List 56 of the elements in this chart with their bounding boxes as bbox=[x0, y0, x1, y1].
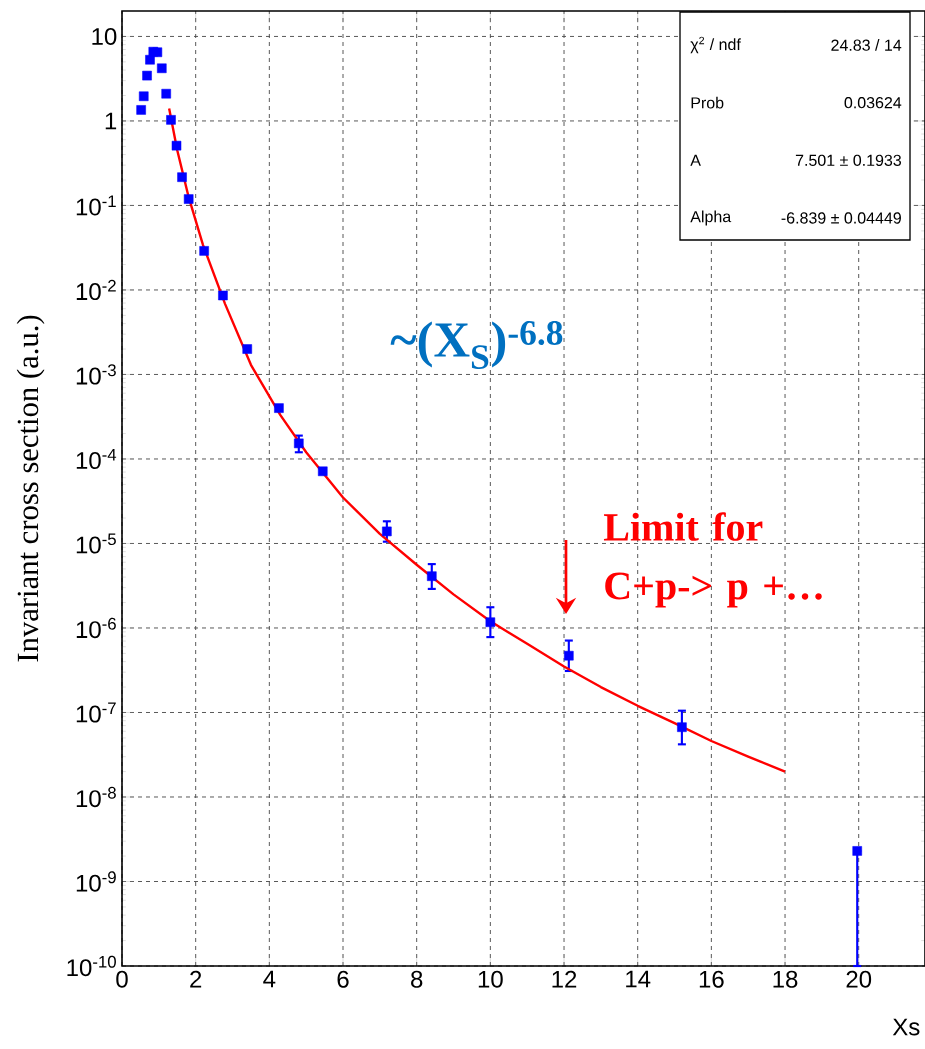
point bbox=[177, 172, 187, 182]
point bbox=[294, 438, 304, 449]
annotation: 7.501 ± 0.1933 bbox=[795, 154, 902, 166]
y-tick-label: 10$^{-3}$ bbox=[76, 364, 116, 385]
point bbox=[142, 70, 152, 81]
annotation: -6.839 ± 0.04449 bbox=[781, 212, 901, 224]
y-tick-label: 10$^{-5}$ bbox=[76, 533, 116, 554]
point bbox=[218, 290, 228, 301]
point bbox=[242, 344, 253, 354]
x-tick-label: 18 bbox=[773, 970, 798, 988]
point bbox=[564, 650, 574, 661]
point bbox=[152, 47, 163, 58]
point bbox=[136, 105, 146, 115]
annotation: Limit for C+p-> p +… bbox=[603, 512, 822, 608]
x-tick-label: 16 bbox=[699, 970, 724, 988]
point bbox=[677, 722, 687, 732]
x-tick-label: 10 bbox=[478, 970, 503, 988]
x-tick-label: 8 bbox=[411, 970, 423, 988]
x-axis-title: Xs bbox=[892, 1018, 920, 1036]
y-tick-label: 10$^{-1}$ bbox=[76, 195, 116, 216]
y-tick-label: 1 bbox=[105, 112, 117, 130]
annotation: χ$^{2}$ / ndf bbox=[690, 36, 741, 54]
x-tick-label: 4 bbox=[263, 970, 276, 988]
y-tick-label: 10 bbox=[92, 27, 117, 45]
y-tick-label: 10$^{-7}$ bbox=[76, 702, 116, 723]
point bbox=[199, 246, 209, 256]
x-tick-label: 6 bbox=[337, 970, 349, 988]
annotation: ~(X$_{S}$)$^{-6.8}$ bbox=[390, 320, 563, 370]
point bbox=[317, 466, 328, 477]
x-tick-label: 14 bbox=[626, 970, 651, 988]
y-tick-label: 10$^{-4}$ bbox=[76, 448, 117, 470]
point bbox=[427, 571, 437, 581]
y-tick-label: 10$^{-10}$ bbox=[67, 955, 116, 977]
point bbox=[157, 63, 167, 74]
x-tick-label: 12 bbox=[552, 970, 577, 988]
y-tick-label: 10$^{-6}$ bbox=[76, 617, 116, 639]
point bbox=[138, 91, 149, 102]
annotation: A bbox=[690, 154, 701, 166]
y-tick-label: 10$^{-9}$ bbox=[76, 871, 116, 892]
annotation: Alpha bbox=[690, 210, 732, 226]
point bbox=[161, 88, 171, 99]
y-tick-label: 10$^{-2}$ bbox=[76, 279, 116, 301]
annotation: 0.03624 bbox=[844, 97, 902, 109]
x-tick-label: 20 bbox=[846, 970, 872, 988]
annotation: Prob bbox=[691, 96, 724, 109]
y-axis-title: Invariant cross section (a.u.) bbox=[16, 315, 45, 662]
x-tick-label: 2 bbox=[190, 970, 202, 988]
point bbox=[485, 617, 496, 627]
point bbox=[382, 526, 392, 537]
x-tick-label: 0 bbox=[116, 970, 128, 988]
y-tick-label: 10$^{-8}$ bbox=[76, 786, 116, 808]
point bbox=[171, 140, 182, 151]
point bbox=[274, 403, 284, 413]
point bbox=[166, 115, 176, 125]
point bbox=[183, 194, 194, 204]
annotation: 24.83 / 14 bbox=[831, 39, 902, 51]
